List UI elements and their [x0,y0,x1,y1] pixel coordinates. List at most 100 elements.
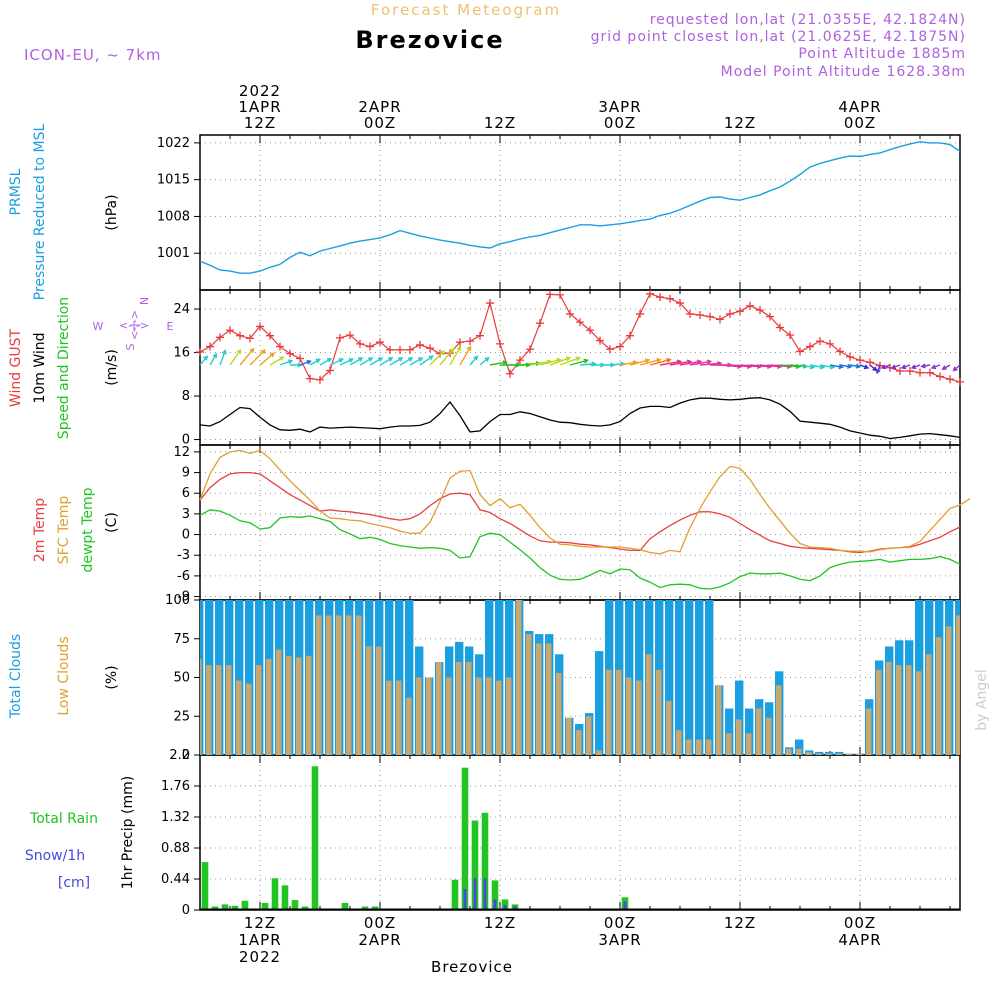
snow-bar [623,901,627,910]
wind-gust-marker [796,347,804,356]
low-clouds-bar [506,677,512,755]
total-clouds-bar [745,708,754,755]
wind-gust-marker [926,368,934,377]
low-clouds-bar [806,751,812,755]
low-clouds-bar [536,643,542,755]
wind-gust-marker [216,333,224,342]
rain-bar [361,906,369,910]
wind-gust-marker [816,337,824,346]
rain-bar [501,899,509,910]
wind-gust-marker [226,326,234,335]
wind-direction-arrow [890,364,901,370]
rain-bar [341,903,349,910]
wind-gust-marker [906,367,914,376]
wind-direction-arrow [649,357,672,366]
rain-bar [371,906,379,910]
low-clouds-bar [576,730,582,755]
wind-gust-marker [646,289,654,298]
time-label-top: 00Z [364,114,396,132]
time-label-bottom: 2022 [239,948,281,966]
wind-gust-marker [686,309,694,318]
wind-direction-arrow [941,364,951,370]
wind-direction-arrow [439,347,455,366]
low-clouds-bar [426,677,432,755]
pressure-ytick-label: 1001 [157,246,190,261]
wind-gust-marker [576,318,584,327]
low-clouds-bar [796,748,802,755]
wind-gust-marker [526,345,534,354]
rain-bar [221,904,229,910]
wind-gust-marker [346,331,354,340]
time-label-top: 12Z [484,114,516,132]
wind-gust-marker [766,312,774,321]
low-clouds-bar [446,677,452,755]
precip-ytick-label: 2.2 [169,748,190,763]
closest-coords: grid point closest lon,lat (21.0625E, 42… [591,29,966,45]
low-clouds-bar [766,717,772,755]
wind-direction-arrow [469,355,479,366]
total-clouds-bar [825,751,834,755]
low-clouds-bar [786,748,792,755]
compass-e: E [167,320,174,333]
watermark: by Angel [974,669,990,730]
compass-w: W [93,320,104,333]
rain-bar [311,766,319,910]
wind-gust-marker [836,347,844,356]
time-label-top: 12Z [244,114,276,132]
time-label-top: 2022 [239,82,281,100]
wind-direction-arrow [229,348,242,366]
wind-gust-marker [706,312,714,321]
total-clouds-bar [835,751,844,755]
low-clouds-bar [416,677,422,755]
low-clouds-bar [606,669,612,756]
low-clouds-bar [696,739,702,755]
time-label-top: 4APR [838,98,881,116]
wind-gust-marker [866,358,874,367]
wind-speed-side-label: 10m Wind [32,332,48,403]
clouds-ytick-label: 75 [173,632,190,647]
compass-s: S [124,343,137,350]
time-label-top: 2APR [358,98,401,116]
wind-direction-arrow [299,359,312,366]
precip-ylabel: 1hr Precip (mm) [120,776,136,889]
precip-ytick-label: 1.32 [161,810,190,825]
wind-gust-marker [916,368,924,377]
wind-gust-marker [696,311,704,320]
low-clouds-bar [356,615,362,755]
clouds-ytick-label: 50 [173,671,190,686]
rain-bar [291,900,299,910]
low-clouds-bar [726,733,732,755]
wind-gust-marker [616,342,624,351]
rain-bar [301,906,309,910]
clouds-ylabel: (%) [104,665,120,689]
wind-gust-marker [776,323,784,332]
wind-gust-marker [326,366,334,375]
pressure-panel: 1001 1008 1015 1022 (hPa) [104,134,961,291]
wind-gust-marker [466,337,474,346]
wind-gust-marker [356,339,364,348]
total-clouds-bar [735,680,744,755]
time-label-bottom: 12Z [724,914,756,932]
low-clouds-bar [476,677,482,755]
wind-gust-marker [336,333,344,342]
wind-direction-arrow [489,360,508,366]
wind-gust-marker [626,331,634,340]
wind-gust-marker [596,336,604,345]
wind-direction-arrow [259,352,276,366]
wind-gust-marker [826,339,834,348]
low-clouds-bar [286,655,292,755]
wind-ylabel: (m/s) [104,349,120,386]
clouds-ytick-label: 100 [165,593,190,608]
low-clouds-bar [626,677,632,755]
wind-direction-arrow [409,357,424,366]
snow-bar [463,888,467,910]
wind-direction-arrow [290,362,303,368]
wind-gust-marker [946,375,954,384]
low-clouds-bar [496,680,502,755]
wind-gust-marker [656,293,664,302]
snow-bar [493,899,497,910]
time-label-top: 1APR [238,98,281,116]
wind-gust-marker [856,356,864,365]
rain-bar [261,903,269,910]
